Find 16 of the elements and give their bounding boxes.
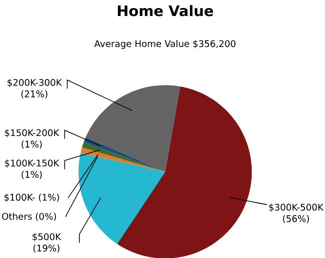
- data-label: (1%): [22, 140, 42, 148]
- data-label: (21%): [21, 90, 48, 98]
- chart-title: Home Value: [118, 4, 214, 16]
- slice-label: $300K-500K: [269, 203, 324, 212]
- chart-subtitle: Average Home Value $356,200: [94, 40, 236, 49]
- data-label: (19%): [34, 244, 60, 252]
- data-label: (1%): [22, 170, 42, 179]
- text: (0%): [36, 212, 56, 221]
- slice-label: $100K-150K: [5, 159, 60, 168]
- data-label: (56%): [283, 214, 309, 223]
- category-label: Others: [2, 212, 32, 220]
- slice-label: $500K: [32, 232, 62, 242]
- slice-label: $150K-200K: [5, 128, 60, 138]
- slice-label: $100K-: [4, 193, 35, 202]
- data-label: (1%): [38, 193, 60, 202]
- slice-label: $200K-300K: [8, 78, 62, 87]
